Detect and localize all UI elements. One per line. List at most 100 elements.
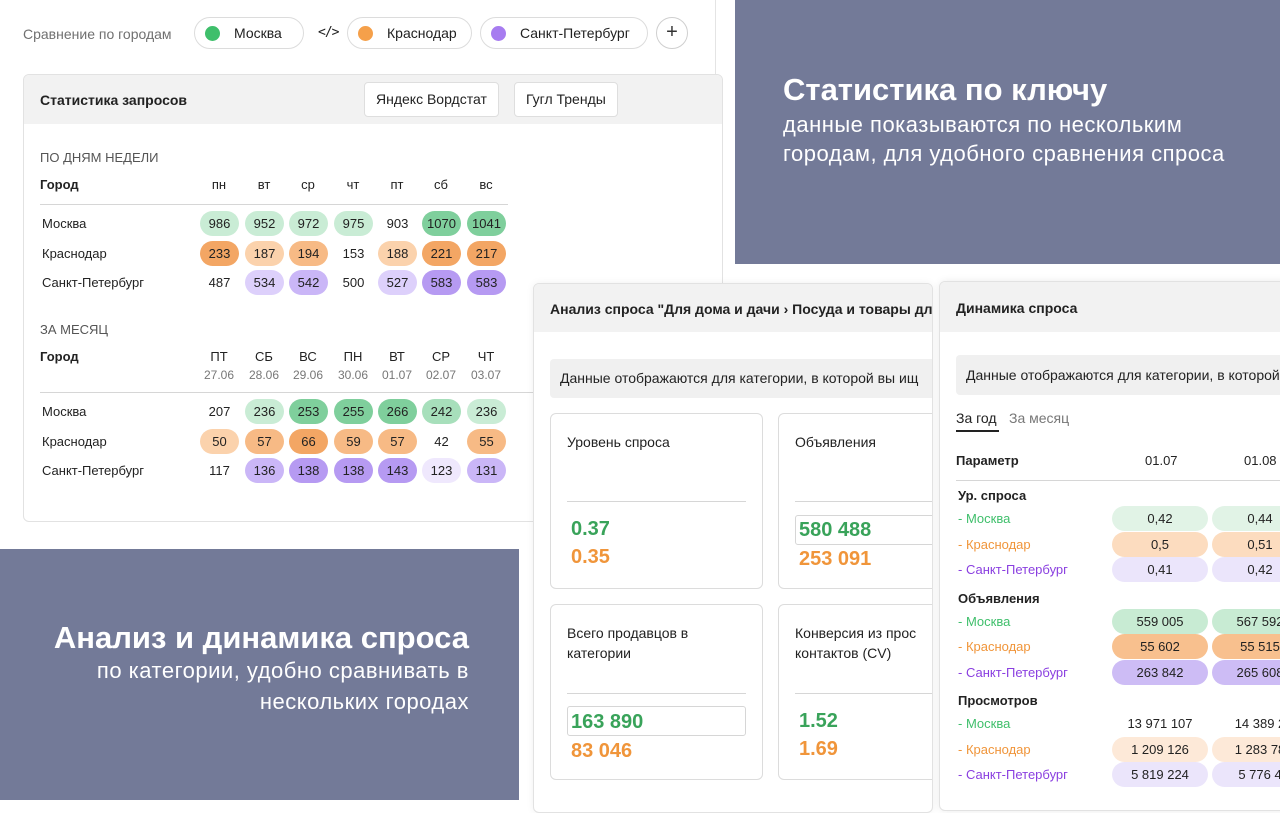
city-chip-moscow[interactable]: Москва <box>194 17 304 49</box>
value-pill: 14 389 2 <box>1234 716 1280 731</box>
analysis-panel-header: Анализ спроса "Для дома и дачи › Посуда … <box>534 284 932 332</box>
table-cell: 123 <box>422 458 461 483</box>
table-row-city: Москва <box>42 216 87 231</box>
category-notice: Данные отображаются для категории, в кот… <box>550 359 932 398</box>
value-pill: 263 842 <box>1112 659 1208 685</box>
value-pill: 0,41 <box>1112 557 1208 582</box>
table-cell: 138 <box>334 458 373 483</box>
day-date: 03.07 <box>470 368 502 382</box>
tab-month[interactable]: За месяц <box>1009 410 1070 426</box>
table-cell: 57 <box>245 428 284 454</box>
table-cell: 131 <box>467 458 506 483</box>
value-pill: 265 608 <box>1212 659 1280 685</box>
value-pill: 559 005 <box>1112 608 1208 634</box>
active-tab-indicator <box>956 430 999 432</box>
parameter-city: - Санкт-Петербург <box>958 767 1068 782</box>
value-pill: 0,42 <box>1112 506 1208 531</box>
city-chip-label: Краснодар <box>387 25 457 41</box>
parameter-city: - Краснодар <box>958 741 1031 757</box>
date-column-header: 01.07 <box>1145 453 1178 468</box>
city-chip-krasnodar[interactable]: Краснодар <box>347 17 472 49</box>
day-column-header: вт <box>257 177 271 192</box>
value-pill: 5 819 224 <box>1112 762 1208 787</box>
parameter-group-title: Просмотров <box>958 693 1038 708</box>
compare-cities-label: Сравнение по городам <box>23 26 172 42</box>
table-cell: 66 <box>289 428 328 454</box>
table-cell: 194 <box>289 240 328 266</box>
day-date: 01.07 <box>381 368 413 382</box>
parameter-city: - Краснодар <box>958 639 1031 654</box>
header-divider <box>40 204 508 205</box>
table-cell: 207 <box>208 404 231 419</box>
card-divider <box>795 693 932 694</box>
day-column-header: ВС 29.06 <box>289 349 327 382</box>
value-pill: 1 283 78 <box>1212 736 1280 762</box>
card-sellers: Всего продавцов в категории 163 890 83 0… <box>550 604 763 780</box>
table-cell: 266 <box>378 399 417 424</box>
card-label: Объявления <box>795 434 876 450</box>
value-pill: 0,51 <box>1212 531 1280 557</box>
table-cell: 233 <box>200 240 239 266</box>
table-cell: 217 <box>467 240 506 266</box>
table-cell: 236 <box>467 399 506 424</box>
table-cell: 583 <box>467 270 506 295</box>
table-cell: 952 <box>245 211 284 236</box>
city-filter-bar: Сравнение по городам Москва </> Краснода… <box>0 0 716 70</box>
tab-yandex-wordstat[interactable]: Яндекс Вордстат <box>364 82 499 117</box>
add-city-button[interactable]: + <box>656 17 688 49</box>
table-cell: 500 <box>342 275 365 290</box>
day-name: ПН <box>343 349 363 364</box>
day-column-header: ср <box>301 177 315 192</box>
table-cell: 57 <box>378 428 417 454</box>
table-cell: 117 <box>209 463 230 478</box>
header-divider <box>40 392 540 393</box>
city-column-header: Город <box>40 349 79 364</box>
table-cell: 487 <box>208 275 231 290</box>
day-column-header: чт <box>346 177 360 192</box>
value-pill: 0,42 <box>1212 557 1280 582</box>
table-cell: 50 <box>200 428 239 454</box>
city-chip-label: Москва <box>234 25 282 41</box>
card-label: Уровень спроса <box>567 434 670 450</box>
table-row-city: Москва <box>42 404 87 419</box>
day-column-header: ЧТ 03.07 <box>467 349 505 382</box>
parameter-city: - Москва <box>958 716 1011 731</box>
city-chip-label: Санкт-Петербург <box>520 25 630 41</box>
table-cell: 1070 <box>422 211 461 236</box>
day-date: 30.06 <box>337 368 369 382</box>
day-date: 28.06 <box>248 368 280 382</box>
city-chip-spb[interactable]: Санкт-Петербург <box>480 17 648 49</box>
parameter-group-title: Объявления <box>958 590 1040 606</box>
value-pill: 55 602 <box>1112 634 1208 659</box>
table-cell: 242 <box>422 399 461 424</box>
value-pill: 567 592 <box>1212 608 1280 634</box>
day-column-header: ПН 30.06 <box>334 349 372 382</box>
day-column-header: сб <box>434 177 448 192</box>
parameter-city: - Москва <box>958 613 1011 629</box>
tab-year[interactable]: За год <box>956 410 997 426</box>
card-conversion: Конверсия из прос контактов (CV) 1.52 1.… <box>778 604 932 780</box>
table-cell: 972 <box>289 211 328 236</box>
stats-panel-title: Статистика запросов <box>40 92 188 108</box>
table-cell: 975 <box>334 211 373 236</box>
swap-cities-icon[interactable]: </> <box>318 25 340 40</box>
city-column-header: Город <box>40 177 79 192</box>
card-divider <box>567 693 746 694</box>
table-cell: 534 <box>245 270 284 295</box>
day-name: СР <box>431 349 451 364</box>
category-notice: Данные отображаются для категории, в кот… <box>956 355 1280 395</box>
card-label: Всего продавцов в категории <box>567 625 689 661</box>
day-column-header: ВТ 01.07 <box>378 349 416 382</box>
table-cell: 542 <box>289 270 328 295</box>
table-cell: 221 <box>422 240 461 266</box>
tab-google-trends[interactable]: Гугл Тренды <box>514 82 618 117</box>
promo-text: данные показываются по нескольким города… <box>783 112 1225 166</box>
promo-heading: Статистика по ключу <box>783 72 1108 107</box>
parameter-city: - Москва <box>958 511 1011 526</box>
table-cell: 188 <box>378 240 417 266</box>
table-cell: 143 <box>378 458 417 483</box>
stats-panel-header: Статистика запросов Яндекс Вордстат Гугл… <box>24 75 722 124</box>
card-value-moscow: 0.37 <box>571 518 610 540</box>
day-name: ВС <box>299 349 317 364</box>
day-column-header: ПТ 27.06 <box>200 349 238 382</box>
